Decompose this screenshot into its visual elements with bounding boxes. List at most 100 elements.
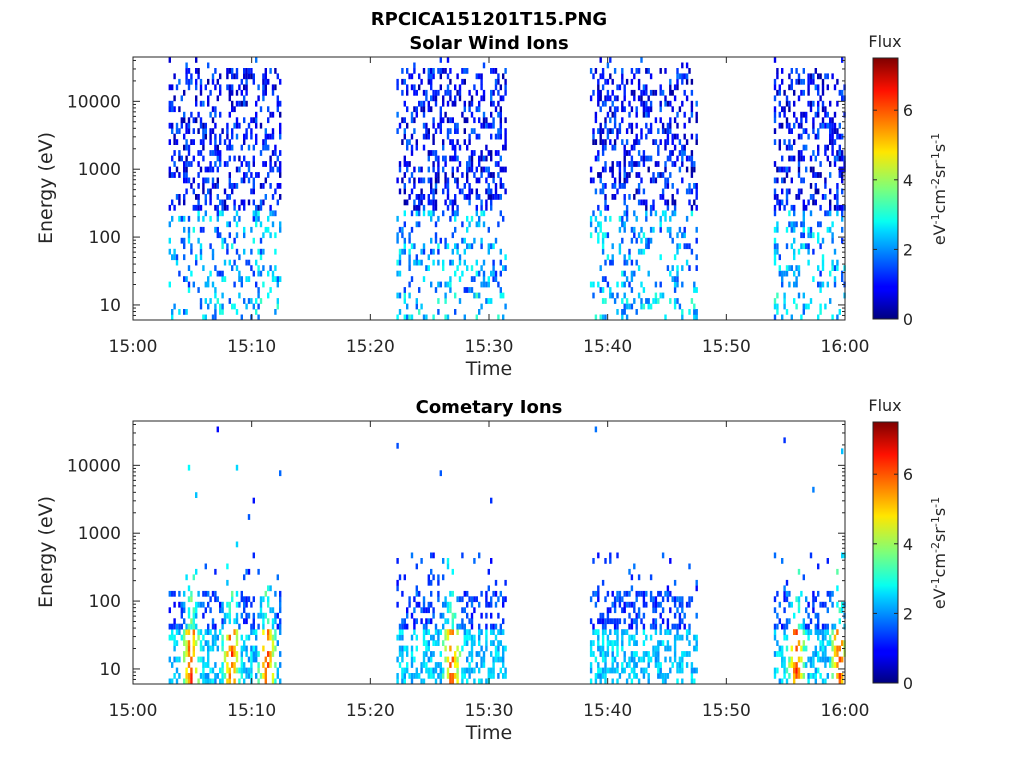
heatmap-cell <box>257 215 260 222</box>
heatmap-cell <box>202 100 205 107</box>
heatmap-cell <box>430 237 433 244</box>
heatmap-cell <box>216 215 219 222</box>
heatmap-cell <box>427 199 430 206</box>
heatmap-cell <box>274 248 277 255</box>
heatmap-cell <box>642 623 646 630</box>
heatmap-cell <box>276 155 279 162</box>
heatmap-cell <box>463 183 466 189</box>
heatmap-cell <box>783 292 786 299</box>
heatmap-cell <box>425 95 428 102</box>
heatmap-cell <box>649 237 653 244</box>
heatmap-cell <box>645 667 648 674</box>
heatmap-cell <box>504 673 507 679</box>
heatmap-cell <box>449 89 452 96</box>
heatmap-cell <box>604 667 607 674</box>
heatmap-cell <box>824 303 827 310</box>
heatmap-cell <box>611 678 614 685</box>
heatmap-cell <box>231 144 234 151</box>
heatmap-cell <box>235 618 239 625</box>
heatmap-cell <box>252 618 255 625</box>
heatmap-cell <box>187 623 191 630</box>
heatmap-cell <box>841 276 844 282</box>
heatmap-cell <box>264 678 267 685</box>
heatmap-cell <box>207 95 210 102</box>
heatmap-cell <box>652 607 655 614</box>
heatmap-cell <box>681 678 684 685</box>
heatmap-cell <box>175 139 179 145</box>
heatmap-cell <box>396 84 399 91</box>
heatmap-cell <box>262 662 265 668</box>
heatmap-cell <box>490 194 493 200</box>
heatmap-cell <box>403 298 406 304</box>
heatmap-cell <box>797 133 801 140</box>
heatmap-cell <box>664 314 667 321</box>
heatmap-cell <box>640 237 643 244</box>
heatmap-cell <box>693 678 696 685</box>
heatmap-cell <box>649 596 653 603</box>
heatmap-cell <box>233 155 236 162</box>
heatmap-cell <box>427 210 430 217</box>
heatmap-cell <box>604 623 607 630</box>
heatmap-cell <box>599 128 602 134</box>
heatmap-cell <box>623 221 626 228</box>
heatmap-cell <box>502 645 505 652</box>
heatmap-cell <box>233 303 236 310</box>
heatmap-cell <box>267 215 270 222</box>
heatmap-cell <box>778 199 781 206</box>
heatmap-cell <box>195 194 198 200</box>
heatmap-cell <box>398 248 402 255</box>
x-tick-label: 15:40 <box>583 337 632 357</box>
heatmap-cell <box>836 204 839 211</box>
heatmap-cell <box>195 667 198 674</box>
heatmap-cell <box>446 73 450 80</box>
heatmap-cell <box>247 166 251 173</box>
heatmap-cell <box>637 95 641 102</box>
heatmap-cell <box>664 68 667 74</box>
heatmap-cell <box>480 656 483 663</box>
heatmap-cell <box>262 618 265 625</box>
heatmap-cell <box>621 221 624 228</box>
heatmap-cell <box>807 78 810 85</box>
heatmap-cell <box>773 139 777 145</box>
heatmap-cell <box>781 177 784 184</box>
heatmap-cell <box>461 172 464 178</box>
heatmap-cell <box>635 651 638 657</box>
heatmap-cell <box>793 204 796 211</box>
heatmap-cell <box>243 574 246 581</box>
heatmap-cell <box>487 667 490 674</box>
heatmap-cell <box>430 601 433 608</box>
heatmap-cell <box>497 673 500 679</box>
heatmap-cell <box>199 298 203 304</box>
heatmap-cell <box>797 596 801 603</box>
heatmap-cell <box>826 558 829 564</box>
heatmap-cell <box>233 215 236 222</box>
heatmap-cell <box>621 68 624 74</box>
heatmap-cell <box>838 155 841 162</box>
heatmap-cell <box>642 84 646 91</box>
heatmap-cell <box>492 623 495 630</box>
heatmap-cell <box>475 133 478 140</box>
heatmap-cell <box>778 270 781 277</box>
heatmap-cell <box>235 590 239 597</box>
heatmap-cell <box>175 678 179 685</box>
heatmap-cell <box>197 237 200 244</box>
heatmap-cell <box>461 678 464 685</box>
heatmap-cell <box>633 651 636 657</box>
heatmap-cell <box>185 645 188 652</box>
heatmap-cell <box>826 656 829 663</box>
heatmap-cell <box>463 106 466 113</box>
heatmap-cell <box>647 111 650 118</box>
heatmap-cell <box>454 292 457 299</box>
heatmap-cell <box>403 221 406 228</box>
heatmap-cell <box>652 172 655 178</box>
heatmap-cell <box>269 111 272 118</box>
heatmap-cell <box>264 226 267 233</box>
heatmap-cell <box>444 68 447 74</box>
heatmap-cell <box>432 139 435 145</box>
heatmap-cell <box>403 117 406 124</box>
heatmap-cell <box>454 243 457 250</box>
heatmap-cell <box>601 128 605 134</box>
heatmap-cell <box>773 177 777 184</box>
heatmap-cell <box>470 612 474 619</box>
heatmap-cell <box>245 84 248 91</box>
